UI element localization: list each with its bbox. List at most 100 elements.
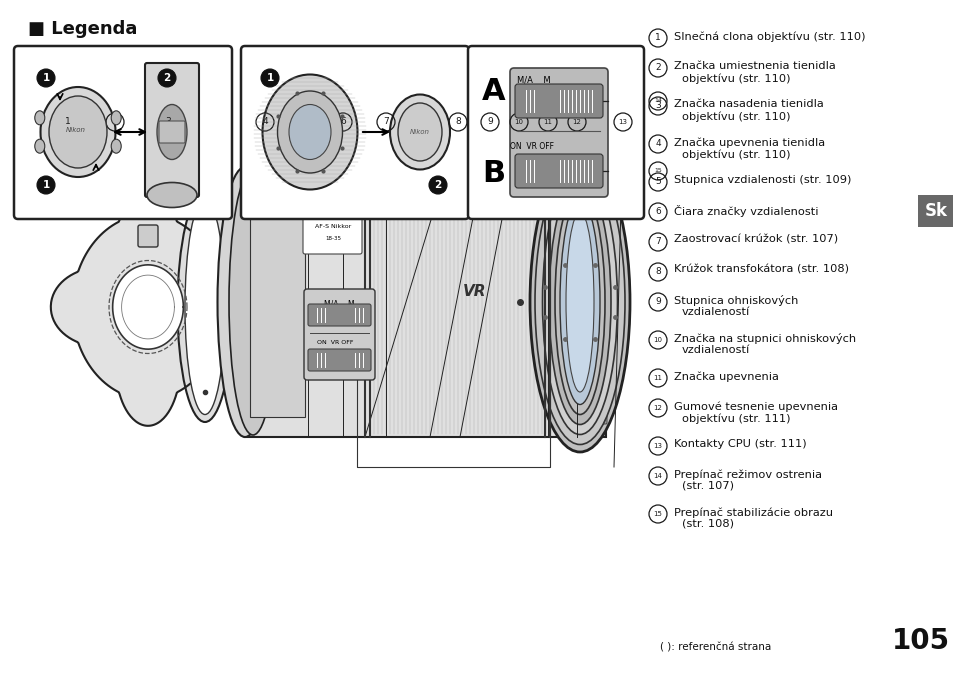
FancyBboxPatch shape — [586, 410, 606, 424]
Ellipse shape — [542, 169, 617, 435]
Ellipse shape — [49, 96, 107, 168]
Ellipse shape — [147, 183, 196, 207]
FancyBboxPatch shape — [515, 154, 602, 188]
Circle shape — [37, 69, 55, 87]
Text: Kontakty CPU (str. 111): Kontakty CPU (str. 111) — [673, 439, 806, 449]
Polygon shape — [51, 188, 245, 426]
Ellipse shape — [34, 139, 45, 153]
FancyBboxPatch shape — [586, 180, 606, 194]
Text: 8: 8 — [455, 118, 460, 127]
Text: Značka na stupnici ohniskových: Značka na stupnici ohniskových — [673, 333, 855, 344]
Text: 18-35: 18-35 — [325, 236, 340, 242]
Ellipse shape — [530, 152, 629, 452]
FancyBboxPatch shape — [468, 46, 643, 219]
Text: M/A    M: M/A M — [517, 76, 550, 85]
Text: 4: 4 — [655, 139, 660, 148]
Text: M/A    M: M/A M — [323, 299, 354, 309]
Text: objektívu (str. 110): objektívu (str. 110) — [681, 111, 790, 121]
Text: 8: 8 — [655, 267, 660, 276]
Text: 13: 13 — [653, 443, 661, 449]
Ellipse shape — [40, 87, 115, 177]
Text: Nikon: Nikon — [410, 129, 430, 135]
Ellipse shape — [34, 111, 45, 125]
Text: 1: 1 — [42, 180, 50, 190]
Text: Značka umiestnenia tienidla: Značka umiestnenia tienidla — [673, 61, 835, 71]
Text: objektívu (str. 110): objektívu (str. 110) — [681, 149, 790, 160]
Text: 7: 7 — [383, 118, 389, 127]
Text: 14: 14 — [654, 98, 661, 104]
FancyBboxPatch shape — [145, 63, 199, 197]
FancyBboxPatch shape — [138, 225, 158, 247]
Text: 2: 2 — [112, 118, 117, 127]
Text: B: B — [482, 158, 505, 188]
FancyBboxPatch shape — [241, 46, 469, 219]
Ellipse shape — [217, 167, 273, 437]
Text: (str. 108): (str. 108) — [681, 519, 733, 529]
FancyBboxPatch shape — [250, 187, 305, 417]
Circle shape — [261, 69, 278, 87]
Circle shape — [158, 69, 175, 87]
Text: Značka upevnenia tienidla: Značka upevnenia tienidla — [673, 137, 824, 148]
FancyBboxPatch shape — [587, 167, 605, 437]
Text: 11: 11 — [653, 375, 661, 381]
Text: 5: 5 — [305, 118, 311, 127]
FancyBboxPatch shape — [510, 68, 607, 197]
Ellipse shape — [157, 104, 187, 160]
Text: Slnečná clona objektívu (str. 110): Slnečná clona objektívu (str. 110) — [673, 31, 864, 41]
Text: Krúžok transfokátora (str. 108): Krúžok transfokátora (str. 108) — [673, 265, 848, 275]
Ellipse shape — [229, 169, 276, 435]
FancyBboxPatch shape — [303, 200, 361, 254]
Text: ( ): referenčná strana: ( ): referenčná strana — [659, 642, 770, 652]
Circle shape — [37, 176, 55, 194]
Text: 1: 1 — [266, 73, 274, 83]
Text: 2: 2 — [163, 73, 171, 83]
Text: Prepínač stabilizácie obrazu: Prepínač stabilizácie obrazu — [673, 507, 832, 517]
Text: 105: 105 — [891, 627, 949, 655]
Ellipse shape — [112, 111, 121, 125]
Text: Značka nasadenia tienidla: Značka nasadenia tienidla — [673, 99, 822, 109]
Text: vzdialeností: vzdialeností — [681, 307, 749, 317]
Text: 9: 9 — [655, 297, 660, 307]
Text: 1: 1 — [655, 33, 660, 43]
Text: 13: 13 — [618, 119, 627, 125]
Text: Značka upevnenia: Značka upevnenia — [673, 371, 778, 382]
Ellipse shape — [559, 200, 599, 404]
Text: 5: 5 — [655, 177, 660, 186]
Text: (str. 107): (str. 107) — [681, 481, 733, 491]
Text: A: A — [481, 77, 505, 106]
Ellipse shape — [289, 104, 331, 160]
Text: Prepínač režimov ostrenia: Prepínač režimov ostrenia — [673, 469, 821, 479]
Text: Zaostrovací krúžok (str. 107): Zaostrovací krúžok (str. 107) — [673, 235, 838, 245]
Text: Gumové tesnenie upevnenia: Gumové tesnenie upevnenia — [673, 401, 837, 412]
Text: 6: 6 — [340, 118, 346, 127]
Text: Stupnica ohniskových: Stupnica ohniskových — [673, 295, 798, 306]
FancyBboxPatch shape — [917, 195, 953, 227]
Text: 7: 7 — [655, 238, 660, 246]
Text: objektívu (str. 110): objektívu (str. 110) — [681, 73, 790, 83]
Text: 10: 10 — [653, 337, 661, 343]
FancyBboxPatch shape — [308, 349, 371, 371]
Circle shape — [429, 176, 447, 194]
Text: 12: 12 — [653, 405, 661, 411]
Text: 1: 1 — [65, 118, 71, 127]
FancyBboxPatch shape — [14, 46, 232, 219]
Text: 2: 2 — [434, 180, 441, 190]
Text: 15: 15 — [654, 169, 661, 173]
Text: 3: 3 — [165, 118, 171, 127]
Text: Nikon: Nikon — [66, 127, 86, 133]
Ellipse shape — [535, 160, 624, 445]
Ellipse shape — [555, 190, 604, 414]
Ellipse shape — [177, 192, 233, 422]
Text: vzdialeností: vzdialeností — [681, 345, 749, 355]
Text: Čiara značky vzdialenosti: Čiara značky vzdialenosti — [673, 205, 818, 217]
Text: 10: 10 — [514, 119, 523, 125]
Text: ■ Legenda: ■ Legenda — [28, 20, 137, 38]
Text: AF-S Nikkor: AF-S Nikkor — [314, 225, 351, 230]
Ellipse shape — [262, 74, 357, 190]
Text: 4: 4 — [262, 118, 268, 127]
FancyBboxPatch shape — [308, 304, 371, 326]
FancyBboxPatch shape — [245, 167, 579, 437]
Text: 11: 11 — [543, 119, 552, 125]
Ellipse shape — [390, 95, 450, 169]
Ellipse shape — [397, 103, 441, 161]
